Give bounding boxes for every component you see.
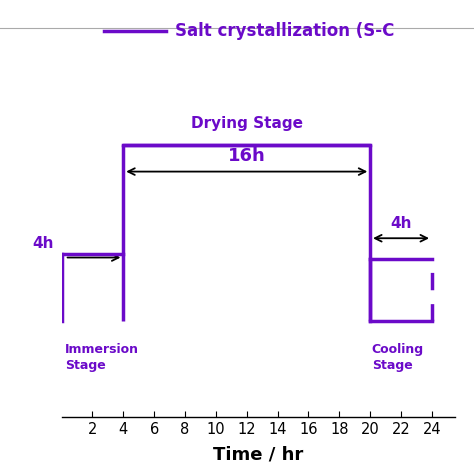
Text: Immersion
Stage: Immersion Stage	[65, 344, 139, 373]
Text: Cooling
Stage: Cooling Stage	[372, 344, 424, 373]
Text: Salt crystallization (S-C: Salt crystallization (S-C	[175, 22, 395, 40]
Text: 4h: 4h	[32, 236, 54, 251]
Text: 4h: 4h	[390, 216, 412, 231]
Text: 16h: 16h	[228, 146, 265, 164]
X-axis label: Time / hr: Time / hr	[213, 445, 303, 463]
Text: Drying Stage: Drying Stage	[191, 116, 303, 131]
